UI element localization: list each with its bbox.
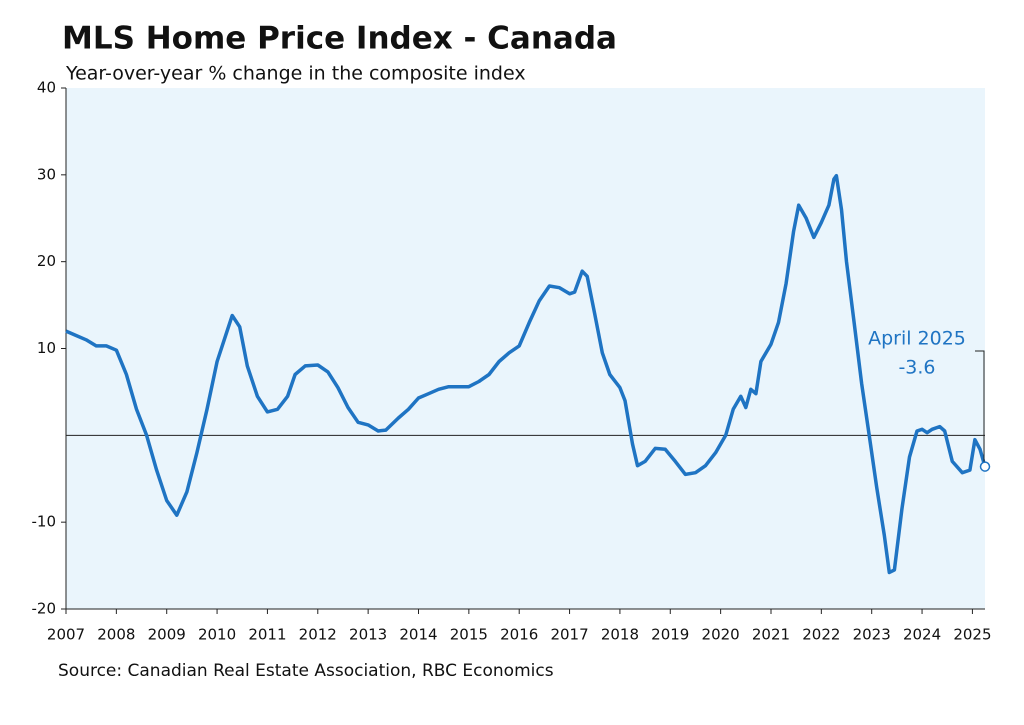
x-tick-label: 2018 xyxy=(601,626,639,644)
y-tick-label: -10 xyxy=(32,513,57,531)
annotation-value: -3.6 xyxy=(898,357,935,379)
y-tick-label: 10 xyxy=(37,339,56,357)
x-tick-label: 2009 xyxy=(148,626,186,644)
x-tick-label: 2024 xyxy=(903,626,941,644)
last-point xyxy=(979,461,991,472)
source-note: Source: Canadian Real Estate Association… xyxy=(58,661,554,681)
x-tick-label: 2012 xyxy=(299,626,337,644)
series-line xyxy=(65,173,987,575)
x-tick-label: 2025 xyxy=(953,626,991,644)
x-tick-label: 2008 xyxy=(97,626,135,644)
annotation-label: April 2025 xyxy=(868,328,966,350)
x-tick-label: 2010 xyxy=(198,626,236,644)
x-tick-label: 2019 xyxy=(651,626,689,644)
x-tick-label: 2023 xyxy=(853,626,891,644)
x-tick-label: 2013 xyxy=(349,626,387,644)
y-tick-label: 40 xyxy=(37,79,56,97)
plot-area xyxy=(66,88,985,609)
x-tick-label: 2017 xyxy=(550,626,588,644)
y-tick-label: -20 xyxy=(32,600,57,618)
x-tick-label: 2014 xyxy=(399,626,437,644)
annotation-leader xyxy=(975,350,985,462)
x-tick-label: 2011 xyxy=(248,626,286,644)
x-tick-label: 2007 xyxy=(47,626,85,644)
x-tick-label: 2020 xyxy=(702,626,740,644)
chart-title: MLS Home Price Index - Canada xyxy=(62,21,617,57)
x-tick-label: 2022 xyxy=(802,626,840,644)
y-tick-label: 20 xyxy=(37,252,56,270)
x-tick-label: 2016 xyxy=(500,626,538,644)
x-tick-label: 2015 xyxy=(450,626,488,644)
y-tick-label: 30 xyxy=(37,165,56,183)
x-tick-label: 2021 xyxy=(752,626,790,644)
chart-subtitle: Year-over-year % change in the composite… xyxy=(65,63,526,85)
